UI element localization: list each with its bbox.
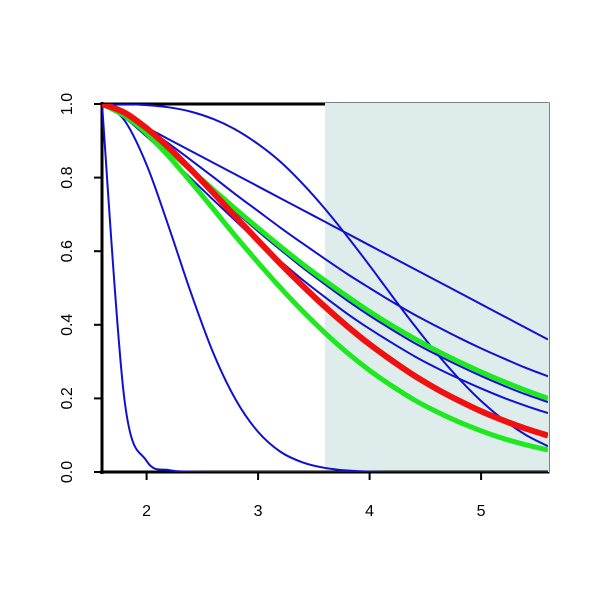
curve — [102, 104, 548, 378]
y-tick-label: 0.8 — [59, 166, 76, 188]
curve — [102, 104, 548, 453]
shaded-region — [325, 103, 549, 472]
y-tick-label: 1.0 — [59, 93, 76, 115]
y-tick-label: 0.2 — [59, 387, 76, 409]
curve — [102, 104, 548, 439]
x-tick-label: 2 — [142, 503, 151, 520]
curve — [102, 104, 548, 448]
x-tick-label: 3 — [254, 503, 263, 520]
x-tick-label: 4 — [365, 503, 374, 520]
curve — [102, 104, 548, 472]
plot-lines — [102, 104, 548, 472]
y-tick-label: 0.0 — [59, 461, 76, 483]
x-tick-label: 5 — [477, 503, 486, 520]
y-tick-label: 0.6 — [59, 240, 76, 262]
curve — [102, 104, 548, 472]
curve — [102, 104, 548, 341]
y-tick-label: 0.4 — [59, 314, 76, 336]
